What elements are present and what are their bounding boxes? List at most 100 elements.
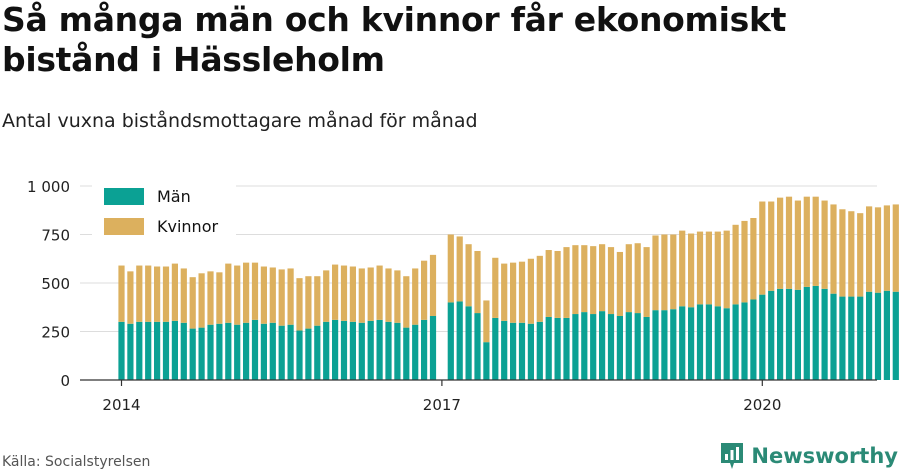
bar-men [118,321,125,380]
bar-women [705,231,712,305]
bar-men [296,330,303,380]
bar-men [510,322,517,380]
legend-label: Män [157,187,191,206]
chart-title: Så många män och kvinnor får ekonomiskt … [2,0,787,79]
bar-men [821,288,828,380]
bar-men [465,306,472,380]
bar-men [145,321,152,380]
bar-men [696,304,704,380]
bar-women [839,209,846,297]
bar-men [759,294,766,380]
brand-name: Newsworthy [751,444,898,468]
bar-women [225,263,232,323]
bar-women [118,265,125,322]
brand-logo: Newsworthy [719,440,898,472]
bar-women [243,262,250,323]
bar-men [456,301,463,380]
bar-women [768,201,775,291]
y-tick-label: 1 000 [27,178,70,196]
y-tick-label: 250 [41,324,70,342]
bar-men [892,291,899,380]
bar-women [536,255,543,322]
source-note: Källa: Socialstyrelsen [2,454,151,470]
bar-women [216,272,223,324]
bar-women [572,245,579,315]
bar-women [625,244,632,313]
bar-men [154,321,161,380]
bar-women [803,196,810,287]
bar-men [447,302,454,380]
bar-women [723,230,730,309]
bar-men [207,324,214,380]
bar-women [554,250,561,318]
bar-women [616,251,623,316]
bar-men [332,319,339,380]
bar-men [714,306,721,380]
bar-women [581,245,588,313]
bar-women [607,247,615,315]
bar-men [750,299,757,380]
bar-women [234,265,241,325]
bar-women [412,268,419,325]
bar-men [189,328,196,380]
bar-women [510,262,517,323]
bar-men [572,314,579,380]
x-axis: 2014201720202022 [80,379,877,414]
bar-women [866,206,873,292]
bar-men [554,317,561,380]
bar-men [376,319,383,380]
bar-women [652,235,659,311]
chart-subtitle: Antal vuxna biståndsmottagare månad för … [2,110,478,132]
bar-men [287,324,294,380]
bar-men [652,310,659,380]
bar-women [883,205,890,291]
bar-women [892,204,899,292]
bar-women [385,268,392,322]
bar-men [661,310,668,380]
bar-men [367,320,374,380]
bar-men [385,321,392,380]
bar-women [367,267,374,321]
legend-swatch [104,188,144,205]
bar-men [492,317,499,380]
bar-men [785,288,793,380]
bar-women [874,207,882,293]
bar-women [349,266,356,322]
bar-men [269,322,276,380]
bar-men [732,304,739,380]
bar-women [260,266,267,324]
bar-women [518,261,526,323]
bar-women [643,247,650,317]
bar-women [154,266,161,322]
y-tick-label: 0 [60,372,70,390]
bar-men [590,314,597,380]
bar-men [198,327,205,380]
bar-women [830,204,837,294]
bar-men [251,319,259,380]
bar-women [403,276,410,328]
bar-women [501,263,508,321]
bar-women [296,278,303,331]
bar-men [171,320,178,380]
bar-men [323,321,330,380]
bar-women [145,265,152,322]
bar-men [839,296,846,380]
bar-women [848,211,855,297]
bar-women [340,265,348,321]
bar-women [474,250,481,314]
bar-men [741,302,748,380]
bar-women [447,234,454,303]
bar-men [358,322,365,380]
bar-men [857,296,864,380]
bar-men [278,325,285,380]
bar-women [189,277,196,329]
bar-women [563,247,570,318]
bar-women [696,231,704,305]
bar-women [857,213,864,297]
bar-men [643,316,650,380]
bar-men [830,293,837,380]
bar-women [429,254,437,316]
y-tick-label: 750 [41,227,70,245]
newsworthy-icon [721,443,744,469]
bar-women [759,201,766,295]
